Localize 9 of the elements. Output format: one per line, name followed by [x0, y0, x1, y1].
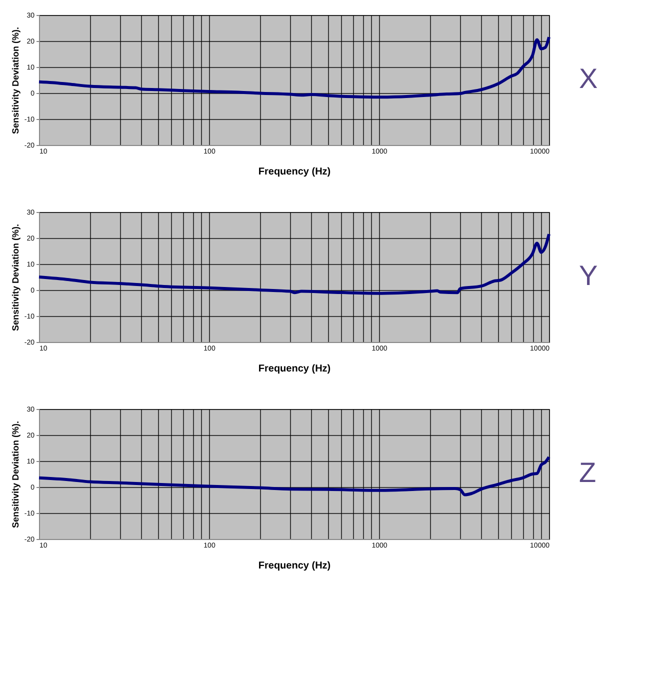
y-axis-title: Sensitivity Deviation (%). — [10, 420, 20, 528]
y-axis-title: Sensitivity Deviation (%). — [10, 26, 20, 134]
x-axis-title: Frequency (Hz) — [258, 166, 331, 178]
y-axis-title: Sensitivity Deviation (%). — [10, 224, 20, 332]
text: Y — [579, 260, 598, 291]
x-axis-title: Frequency (Hz) — [258, 364, 331, 374]
text: Z — [579, 457, 596, 488]
text: X — [579, 63, 598, 94]
x-axis-title: Frequency (Hz) — [258, 560, 331, 572]
